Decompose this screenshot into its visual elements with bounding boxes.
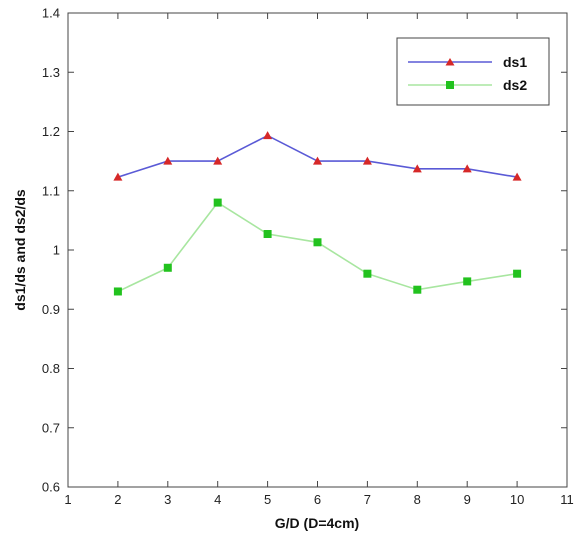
data-point-ds1 (412, 164, 422, 173)
y-tick-label: 0.7 (42, 420, 60, 435)
x-tick-label: 11 (560, 492, 574, 507)
y-tick-label: 1.3 (42, 65, 60, 80)
series-line-ds2 (117, 201, 518, 293)
data-point-ds2 (263, 230, 272, 239)
x-tick-label: 10 (510, 492, 524, 507)
legend-label-ds2: ds2 (503, 77, 527, 93)
data-point-ds1 (512, 172, 522, 181)
y-tick-label: 0.8 (42, 361, 60, 376)
y-tick-label: 1.2 (42, 124, 60, 139)
data-point-ds2 (463, 277, 472, 286)
x-tick-label: 2 (114, 492, 121, 507)
data-point-ds1 (213, 156, 223, 165)
y-axis-title: ds1/ds and ds2/ds (12, 189, 28, 311)
x-tick-label: 7 (364, 492, 371, 507)
data-point-ds2 (213, 198, 222, 207)
x-tick-labels: 1 2 3 4 5 6 7 8 9 10 11 (64, 492, 573, 507)
data-point-ds1 (462, 164, 472, 173)
data-point-ds2 (413, 285, 422, 294)
legend-marker-ds2 (446, 81, 454, 89)
y-tick-label: 0.9 (42, 302, 60, 317)
data-point-ds1 (163, 156, 173, 165)
series-line-ds1 (117, 134, 518, 178)
data-point-ds1 (313, 156, 322, 165)
x-tick-label: 1 (64, 492, 71, 507)
y-tick-label: 1.1 (42, 183, 60, 198)
legend-marker-ds1 (445, 58, 455, 66)
data-point-ds1 (263, 131, 273, 140)
x-tick-label: 4 (214, 492, 221, 507)
data-point-ds1 (362, 156, 372, 165)
y-tick-label: 1 (53, 243, 60, 258)
data-point-ds2 (313, 238, 322, 247)
data-point-ds2 (363, 269, 372, 278)
data-point-ds2 (513, 269, 522, 278)
x-tick-label: 9 (464, 492, 471, 507)
legend: ds1 ds2 (396, 37, 550, 106)
y-tick-label: 0.6 (42, 480, 60, 495)
x-tick-label: 8 (414, 492, 421, 507)
series-layer (113, 131, 522, 296)
data-point-ds2 (113, 287, 122, 296)
data-point-ds2 (163, 263, 172, 272)
x-tick-label: 3 (164, 492, 171, 507)
data-point-ds1 (113, 172, 123, 181)
axis-ticks (67, 12, 568, 488)
legend-label-ds1: ds1 (503, 54, 527, 70)
x-axis-title: G/D (D=4cm) (275, 515, 359, 531)
y-tick-labels: 0.6 0.7 0.8 0.9 1 1.1 1.2 1.3 1.4 (42, 6, 60, 495)
x-tick-label: 5 (264, 492, 271, 507)
x-tick-label: 6 (314, 492, 321, 507)
y-tick-label: 1.4 (42, 6, 60, 21)
legend-box (396, 37, 550, 106)
